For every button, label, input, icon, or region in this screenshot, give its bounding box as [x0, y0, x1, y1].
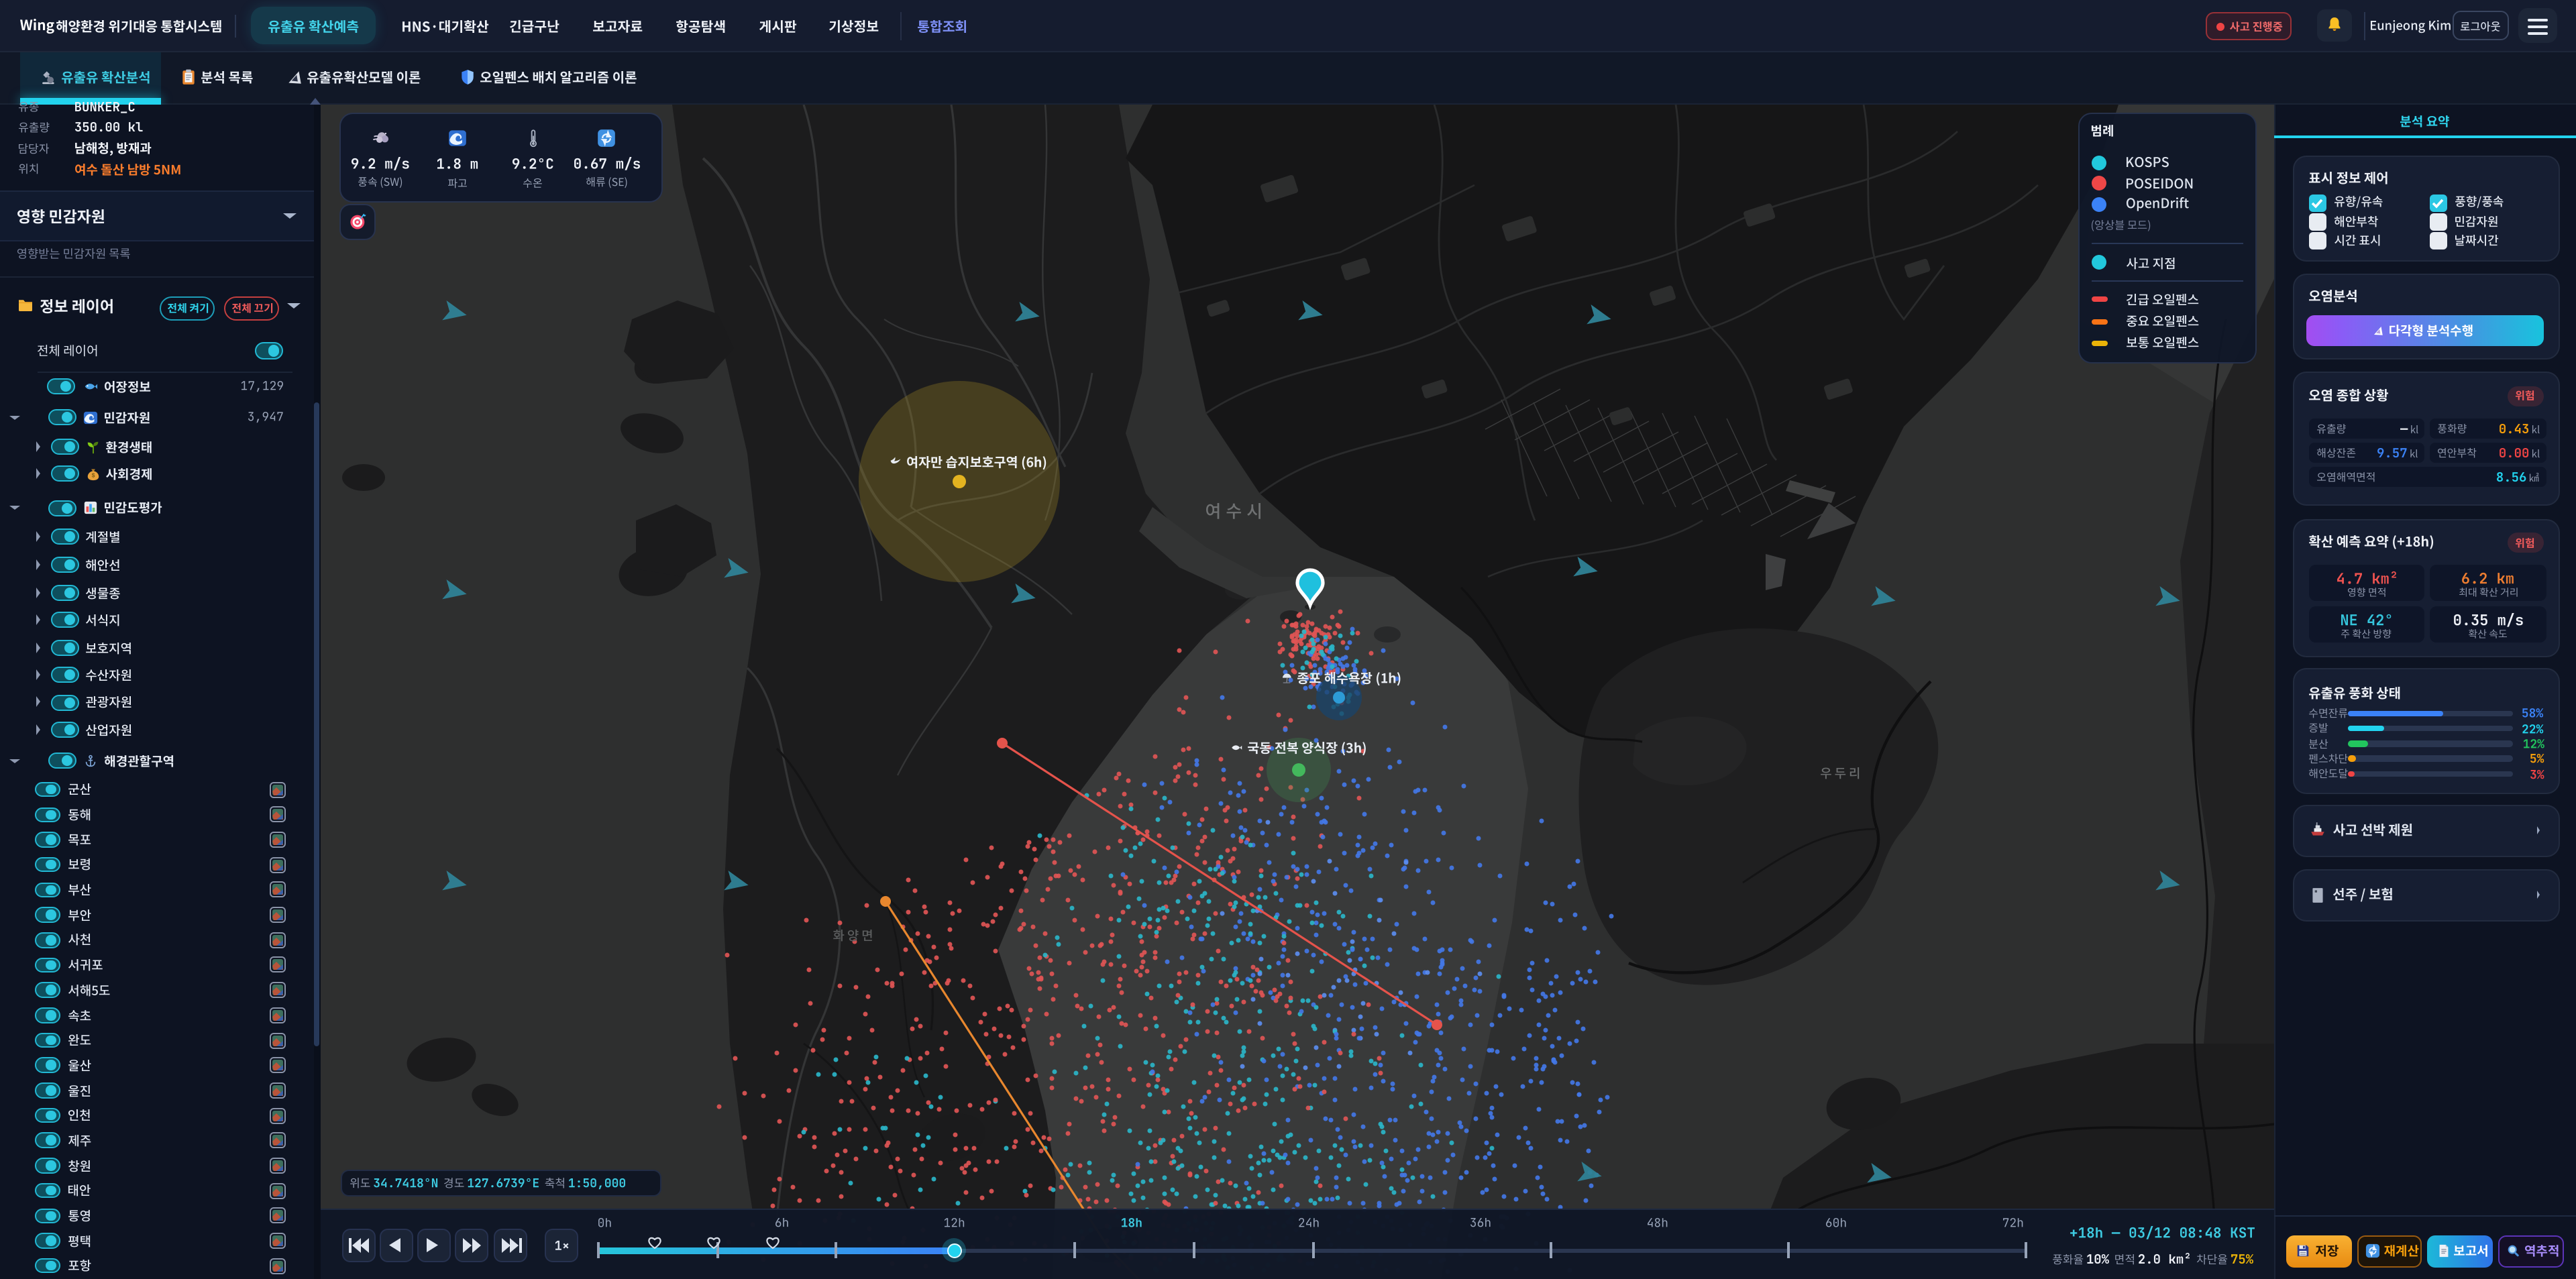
svg-text:$: $	[91, 472, 95, 478]
